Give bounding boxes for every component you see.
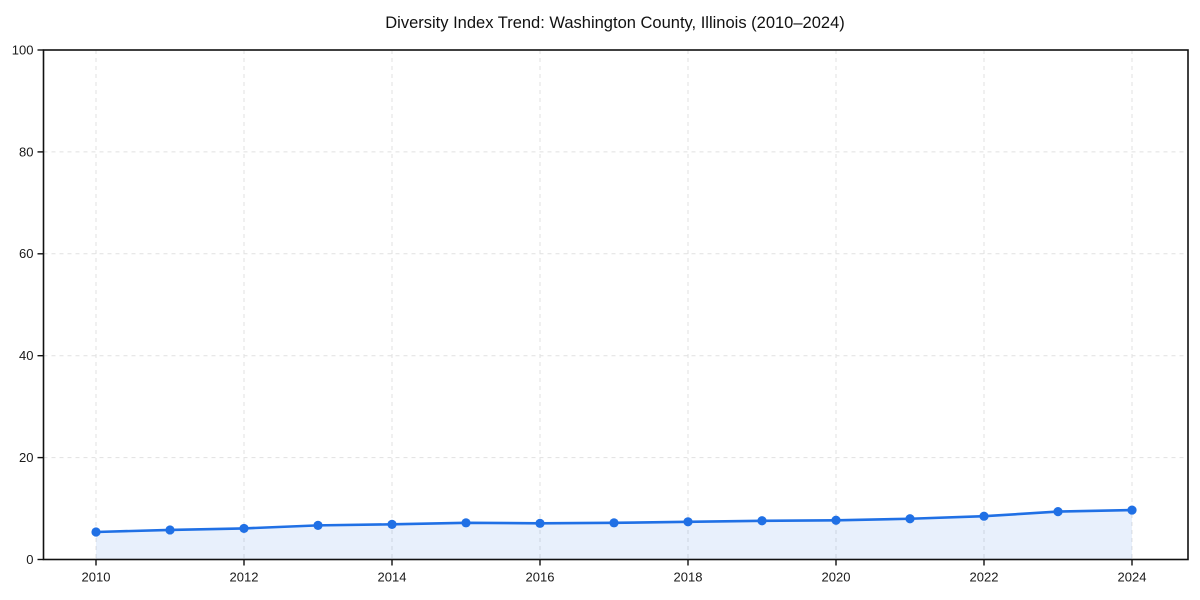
y-tick-label: 0 <box>26 552 33 567</box>
axes-layer <box>37 49 1189 566</box>
y-tick-label: 40 <box>19 348 33 363</box>
plot-border <box>42 49 1189 561</box>
data-point-marker <box>165 525 175 535</box>
gridlines-layer <box>43 50 1188 560</box>
y-tick-label: 80 <box>19 144 33 159</box>
data-point-marker <box>1053 507 1063 517</box>
markers-layer <box>91 505 1137 537</box>
data-point-marker <box>91 527 101 537</box>
y-tick-label: 20 <box>19 450 33 465</box>
data-point-marker <box>905 514 915 524</box>
x-tick-label: 2020 <box>822 570 851 585</box>
area-fill <box>96 510 1132 560</box>
x-tick-label: 2022 <box>970 570 999 585</box>
y-tick-label: 100 <box>12 42 34 57</box>
data-point-marker <box>757 516 767 526</box>
data-point-marker <box>831 515 841 525</box>
data-point-marker <box>1127 505 1137 515</box>
data-point-marker <box>535 518 545 528</box>
area-layer <box>96 510 1132 560</box>
tick-labels-layer: 0 20 40 60 80 100 2010 2012 2014 2016 2018 2020 2022… <box>12 42 1147 584</box>
x-tick-label: 2012 <box>230 570 259 585</box>
x-tick-label: 2016 <box>526 570 555 585</box>
x-tick-label: 2010 <box>82 570 111 585</box>
data-point-marker <box>683 517 693 527</box>
data-point-marker <box>461 518 471 528</box>
y-tick-label: 60 <box>19 246 33 261</box>
x-tick-label: 2014 <box>378 570 407 585</box>
data-point-marker <box>239 523 249 534</box>
x-tick-label: 2024 <box>1118 570 1147 585</box>
x-tick-label: 2018 <box>674 570 703 585</box>
data-point-marker <box>387 519 397 529</box>
data-point-marker <box>313 520 323 530</box>
chart-title: Diversity Index Trend: Washington County… <box>385 14 845 32</box>
data-point-marker <box>979 511 989 521</box>
data-point-marker <box>609 518 619 528</box>
